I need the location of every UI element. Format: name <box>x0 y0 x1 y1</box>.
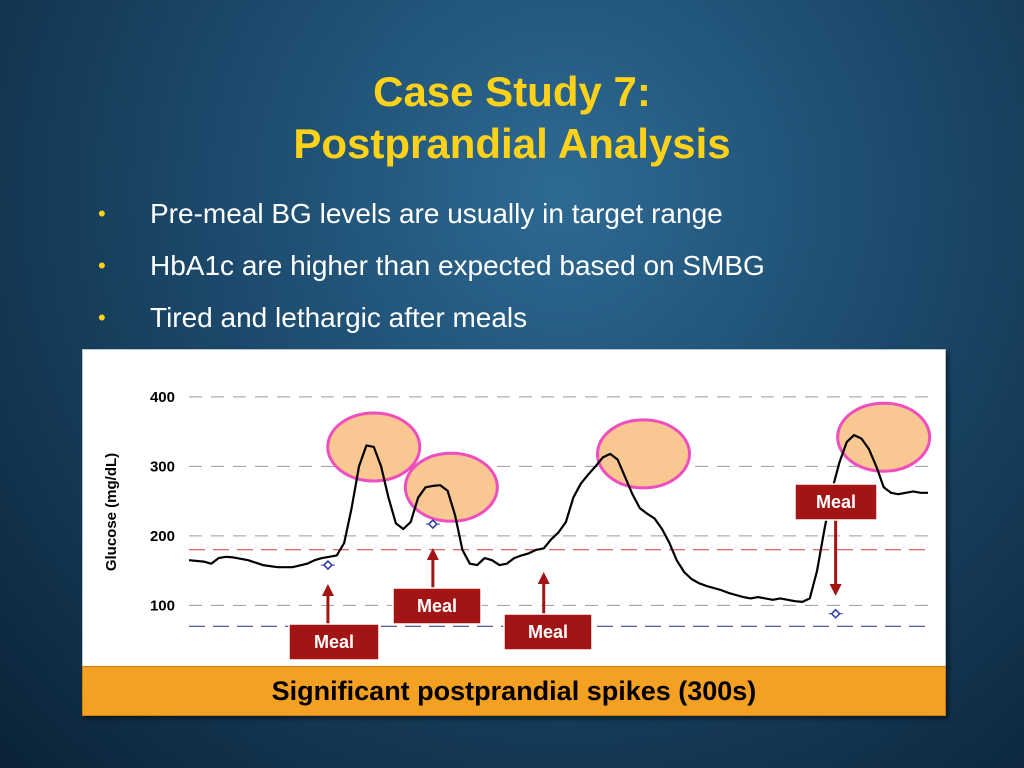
meal-arrow-head <box>321 584 334 596</box>
smbg-marker <box>427 519 438 530</box>
smbg-marker <box>830 608 841 619</box>
smbg-marker <box>322 560 333 571</box>
meal-label: Meal <box>816 492 856 512</box>
bullet-text: HbA1c are higher than expected based on … <box>150 250 765 281</box>
title-line-1: Case Study 7: <box>373 68 651 115</box>
peak-highlight-ellipse <box>595 418 691 490</box>
meal-label-box <box>794 483 878 521</box>
peak-highlight-ellipse <box>836 401 932 473</box>
bullet-icon: • <box>98 253 106 278</box>
bullet-item: • HbA1c are higher than expected based on… <box>98 246 765 298</box>
meal-arrow-head <box>829 584 842 596</box>
y-tick-label: 400 <box>150 389 175 406</box>
y-tick-label: 100 <box>150 597 175 614</box>
peak-highlight-ellipse <box>403 451 499 523</box>
bullet-icon: • <box>98 201 106 226</box>
meal-label-box <box>392 587 482 625</box>
chart-panel: 100 200 300 400 Glucose (mg/dL) Meal Meal Meal M… <box>82 349 946 667</box>
y-tick-label: 300 <box>150 458 175 475</box>
meal-label: Meal <box>314 632 354 652</box>
bullet-text: Pre-meal BG levels are usually in target… <box>150 198 723 229</box>
glucose-curve <box>188 434 928 603</box>
bullet-list: • Pre-meal BG levels are usually in targe… <box>98 194 765 350</box>
slide-title: Case Study 7: Postprandial Analysis <box>0 66 1024 170</box>
meal-label-box <box>288 623 380 661</box>
title-line-2: Postprandial Analysis <box>293 120 731 167</box>
meal-label: Meal <box>417 596 457 616</box>
summary-banner: Significant postprandial spikes (300s) <box>82 666 946 716</box>
meal-arrow-head <box>537 572 550 584</box>
y-axis-label: Glucose (mg/dL) <box>103 453 120 571</box>
meal-label-box <box>503 613 593 651</box>
meal-arrow-head <box>426 548 439 560</box>
glucose-chart: 100 200 300 400 Glucose (mg/dL) Meal Meal Meal M… <box>103 389 932 661</box>
bullet-item: • Pre-meal BG levels are usually in targe… <box>98 194 765 246</box>
meal-label: Meal <box>528 622 568 642</box>
bullet-text: Tired and lethargic after meals <box>150 302 528 333</box>
bullet-icon: • <box>98 305 106 330</box>
y-tick-label: 200 <box>150 528 175 545</box>
bullet-item: • Tired and lethargic after meals <box>98 298 765 350</box>
